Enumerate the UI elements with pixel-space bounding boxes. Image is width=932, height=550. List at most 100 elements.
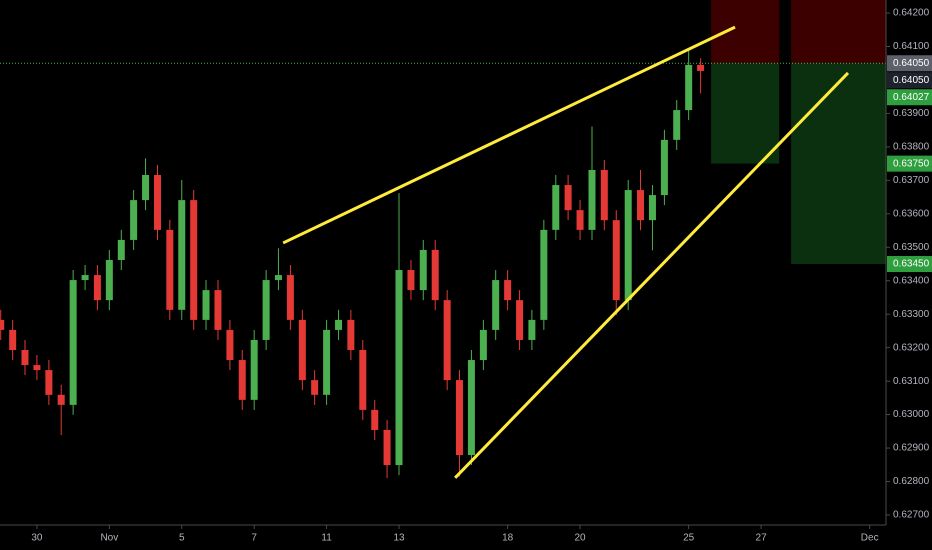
- price-label-box: [887, 155, 932, 172]
- y-tick-label: 0.63500: [893, 242, 930, 253]
- x-tick-label: 11: [321, 533, 332, 544]
- x-tick-label: Nov: [100, 533, 118, 544]
- price-label-box: [887, 55, 932, 72]
- target-zone: [791, 63, 886, 265]
- candle-body: [226, 329, 234, 361]
- y-tick-label: 0.63700: [893, 175, 930, 186]
- price-label-box: [887, 256, 932, 273]
- price-label-box: [887, 72, 932, 89]
- candle-body: [202, 290, 210, 320]
- candle-body: [637, 190, 645, 221]
- candle-body: [552, 185, 560, 230]
- candle-body: [69, 280, 77, 405]
- y-tick-label: 0.63400: [893, 275, 930, 286]
- price-label: 0.63450: [893, 259, 930, 270]
- price-label: 0.64050: [893, 58, 930, 69]
- candle-body: [528, 319, 536, 340]
- candle-body: [190, 200, 198, 320]
- x-tick-label: 20: [574, 533, 586, 544]
- candle-body: [624, 190, 632, 301]
- candle-body: [383, 429, 391, 466]
- candle-body: [697, 64, 705, 71]
- plot-area: [0, 0, 886, 479]
- trend-line: [282, 25, 736, 245]
- candle-body: [443, 300, 451, 381]
- candle-body: [142, 175, 150, 201]
- candle-body: [335, 319, 343, 330]
- price-label: 0.64050: [893, 75, 930, 86]
- candle-body: [166, 229, 174, 310]
- candle-body: [479, 329, 487, 361]
- candle-body: [33, 365, 41, 371]
- y-tick-label: 0.63800: [893, 142, 930, 153]
- y-tick-label: 0.63100: [893, 376, 930, 387]
- candle-body: [576, 210, 584, 230]
- candle-body: [347, 319, 355, 350]
- y-tick-label: 0.63000: [893, 409, 930, 420]
- candle-body: [105, 259, 113, 301]
- candle-body: [45, 370, 53, 395]
- candle-body: [492, 280, 500, 330]
- candle-body: [407, 270, 415, 291]
- candle-body: [238, 360, 246, 400]
- x-tick-label: 5: [179, 533, 185, 544]
- candle-body: [455, 380, 463, 456]
- candle-body: [648, 195, 656, 221]
- candle-body: [359, 350, 367, 410]
- candle-body: [660, 139, 668, 196]
- candle-body: [250, 339, 258, 400]
- candle-body: [0, 319, 5, 330]
- price-label: 0.63750: [893, 158, 930, 169]
- candle-body: [298, 319, 306, 381]
- candle-body: [262, 280, 270, 340]
- y-tick-label: 0.63200: [893, 342, 930, 353]
- target-zone: [711, 63, 780, 164]
- y-tick-label: 0.62700: [893, 510, 930, 521]
- candle-body: [214, 290, 222, 330]
- candle-body: [371, 409, 379, 430]
- candle-body: [57, 394, 65, 405]
- candle-body: [311, 380, 319, 395]
- candle-body: [431, 249, 439, 301]
- price-label-box: [887, 89, 932, 106]
- candle-body: [685, 64, 693, 111]
- candle-body: [467, 360, 475, 456]
- candle-body: [516, 300, 524, 340]
- candle-body: [93, 275, 101, 301]
- candle-body: [9, 329, 17, 350]
- stop-zone: [791, 0, 886, 64]
- y-tick-label: 0.64200: [893, 8, 930, 19]
- y-tick-label: 0.64100: [893, 41, 930, 52]
- x-tick-label: 18: [502, 533, 514, 544]
- candle-body: [588, 169, 596, 230]
- candle-body: [323, 329, 331, 395]
- candle-body: [504, 280, 512, 301]
- x-tick-label: 7: [251, 533, 257, 544]
- trend-line: [454, 71, 850, 479]
- candle-body: [130, 200, 138, 240]
- candle-body: [178, 200, 186, 310]
- candle-body: [564, 185, 572, 211]
- y-tick-label: 0.63600: [893, 208, 930, 219]
- axes: 0.64200 0.64100 0.63900 0.63800 0.63700 0.636…: [31, 8, 932, 544]
- x-tick-label: 25: [683, 533, 695, 544]
- x-tick-label: 13: [393, 533, 405, 544]
- candle-body: [600, 169, 608, 221]
- candle-body: [419, 249, 427, 291]
- y-tick-label: 0.62900: [893, 443, 930, 454]
- candle-body: [540, 229, 548, 320]
- y-tick-label: 0.62800: [893, 476, 930, 487]
- candle-body: [286, 275, 294, 320]
- x-tick-label: 27: [756, 533, 768, 544]
- candle-body: [395, 270, 403, 466]
- candle-body: [21, 350, 29, 366]
- y-tick-label: 0.63300: [893, 309, 930, 320]
- candle-body: [81, 275, 89, 281]
- candle-body: [612, 220, 620, 301]
- candle-body: [117, 239, 125, 260]
- price-label: 0.64027: [893, 92, 930, 103]
- x-tick-label: 30: [31, 533, 43, 544]
- y-tick-label: 0.63900: [893, 108, 930, 119]
